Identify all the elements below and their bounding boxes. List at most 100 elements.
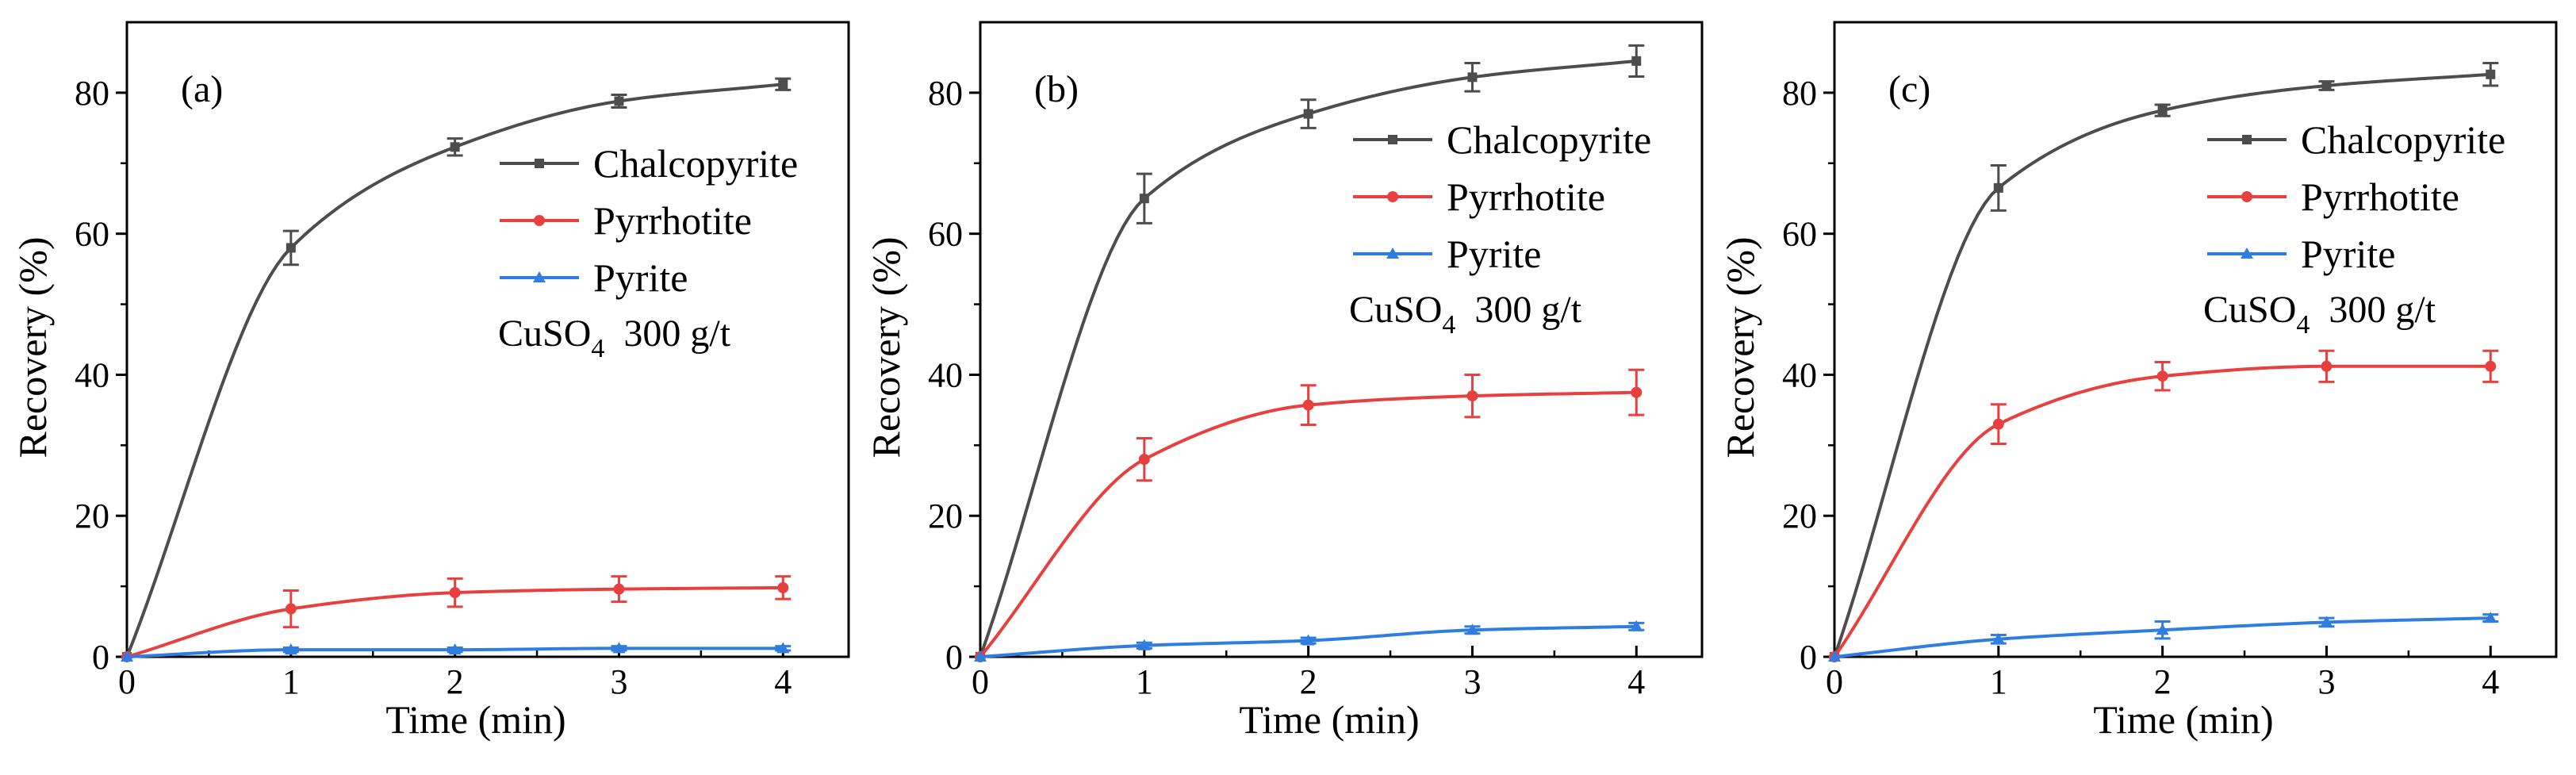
legend-marker — [1386, 247, 1399, 259]
x-axis-title: Time (min) — [385, 697, 565, 742]
x-tick-label: 0 — [972, 662, 989, 701]
legend-marker — [535, 159, 544, 168]
data-point — [2486, 69, 2496, 79]
y-tick-label: 20 — [928, 497, 963, 535]
data-point — [1991, 632, 2005, 644]
data-point — [1630, 620, 1643, 631]
plot-frame — [125, 21, 850, 658]
condition-text: CuSO4 300 g/t — [498, 313, 731, 363]
y-tick-label: 20 — [75, 497, 109, 535]
legend-marker — [1387, 191, 1398, 202]
legend-label: Pyrite — [1447, 232, 1541, 276]
y-tick-label: 80 — [1782, 74, 1817, 113]
y-tick-label: 80 — [928, 74, 963, 113]
legend-marker — [2241, 191, 2252, 202]
x-tick-label: 3 — [1463, 662, 1481, 701]
panel-label: (c) — [1888, 68, 1930, 110]
data-point — [2321, 81, 2332, 90]
data-point — [121, 650, 133, 662]
data-point — [613, 583, 625, 595]
x-tick-label: 2 — [1300, 662, 1317, 701]
data-point — [2320, 616, 2333, 627]
x-tick-label: 4 — [774, 662, 792, 701]
data-point — [974, 650, 987, 662]
legend-label: Chalcopyrite — [2301, 117, 2505, 162]
legend-marker — [1388, 135, 1397, 144]
y-tick-label: 80 — [75, 74, 109, 113]
data-point — [286, 243, 296, 253]
data-point — [2156, 623, 2169, 635]
x-tick-label: 1 — [1136, 662, 1153, 701]
x-tick-label: 2 — [447, 662, 464, 701]
x-tick-label: 3 — [610, 662, 627, 701]
y-tick-label: 40 — [1782, 355, 1817, 394]
panel-label: (b) — [1034, 68, 1079, 110]
data-point — [1828, 650, 1841, 662]
x-tick-label: 0 — [1826, 662, 1843, 701]
data-point — [1993, 182, 2003, 193]
data-point — [285, 603, 297, 615]
data-point — [1631, 386, 1643, 398]
legend-label: Pyrrhotite — [2301, 175, 2459, 219]
condition-text: CuSO4 300 g/t — [1349, 289, 1582, 340]
data-point — [1138, 454, 1150, 466]
y-axis-title: Recovery (%) — [1718, 236, 1762, 458]
y-axis-title: Recovery (%) — [10, 236, 55, 458]
data-point — [449, 587, 461, 599]
data-point — [1631, 56, 1642, 66]
data-point — [612, 642, 626, 654]
x-tick-label: 1 — [282, 662, 300, 701]
x-tick-label: 1 — [1990, 662, 2007, 701]
legend-marker — [2241, 247, 2253, 259]
legend-label: Pyrrhotite — [593, 198, 752, 243]
x-tick-label: 2 — [2154, 662, 2172, 701]
data-point — [1466, 390, 1478, 402]
data-point — [1137, 639, 1151, 650]
data-point — [776, 642, 790, 654]
data-point — [2321, 360, 2333, 372]
legend-marker — [2242, 135, 2252, 144]
series-pyrite — [974, 620, 1645, 662]
x-tick-label: 0 — [118, 662, 136, 701]
series-pyrrhotite — [121, 575, 792, 662]
legend-marker — [533, 271, 546, 282]
data-point — [2485, 360, 2497, 372]
y-axis-title: Recovery (%) — [864, 236, 908, 458]
x-tick-label: 4 — [1627, 662, 1645, 701]
legend: Chalcopyrite Pyrrhotite Pyrite — [500, 141, 798, 300]
legend-label: Pyrrhotite — [1447, 175, 1605, 219]
legend-marker — [534, 215, 545, 226]
condition-text: CuSO4 300 g/t — [2203, 289, 2436, 340]
y-tick-label: 20 — [1782, 497, 1817, 535]
y-tick-label: 0 — [945, 638, 963, 677]
series-line — [979, 390, 1637, 658]
legend-label: Pyrite — [2301, 232, 2395, 276]
series-chalcopyrite — [1830, 62, 2499, 662]
x-tick-label: 4 — [2482, 662, 2499, 701]
legend: Chalcopyrite Pyrrhotite Pyrite — [2207, 117, 2505, 276]
y-tick-label: 40 — [75, 355, 109, 394]
data-point — [1301, 634, 1315, 646]
plot-frame — [979, 21, 1704, 658]
data-point — [1139, 194, 1149, 204]
legend: Chalcopyrite Pyrrhotite Pyrite — [1353, 117, 1651, 276]
x-tick-label: 3 — [2317, 662, 2335, 701]
y-tick-label: 0 — [92, 638, 109, 677]
y-tick-label: 40 — [928, 355, 963, 394]
panel-label: (a) — [181, 68, 223, 110]
data-point — [2156, 370, 2168, 382]
data-point — [778, 79, 788, 90]
series-chalcopyrite — [122, 77, 792, 662]
y-tick-label: 0 — [1800, 638, 1817, 677]
data-point — [1303, 109, 1313, 119]
data-point — [777, 581, 789, 593]
y-tick-label: 60 — [75, 215, 109, 254]
data-point — [1302, 399, 1314, 411]
data-point — [2484, 612, 2497, 623]
y-tick-label: 60 — [1782, 215, 1817, 254]
data-point — [614, 96, 624, 106]
series-pyrrhotite — [975, 368, 1645, 662]
data-point — [284, 643, 297, 655]
